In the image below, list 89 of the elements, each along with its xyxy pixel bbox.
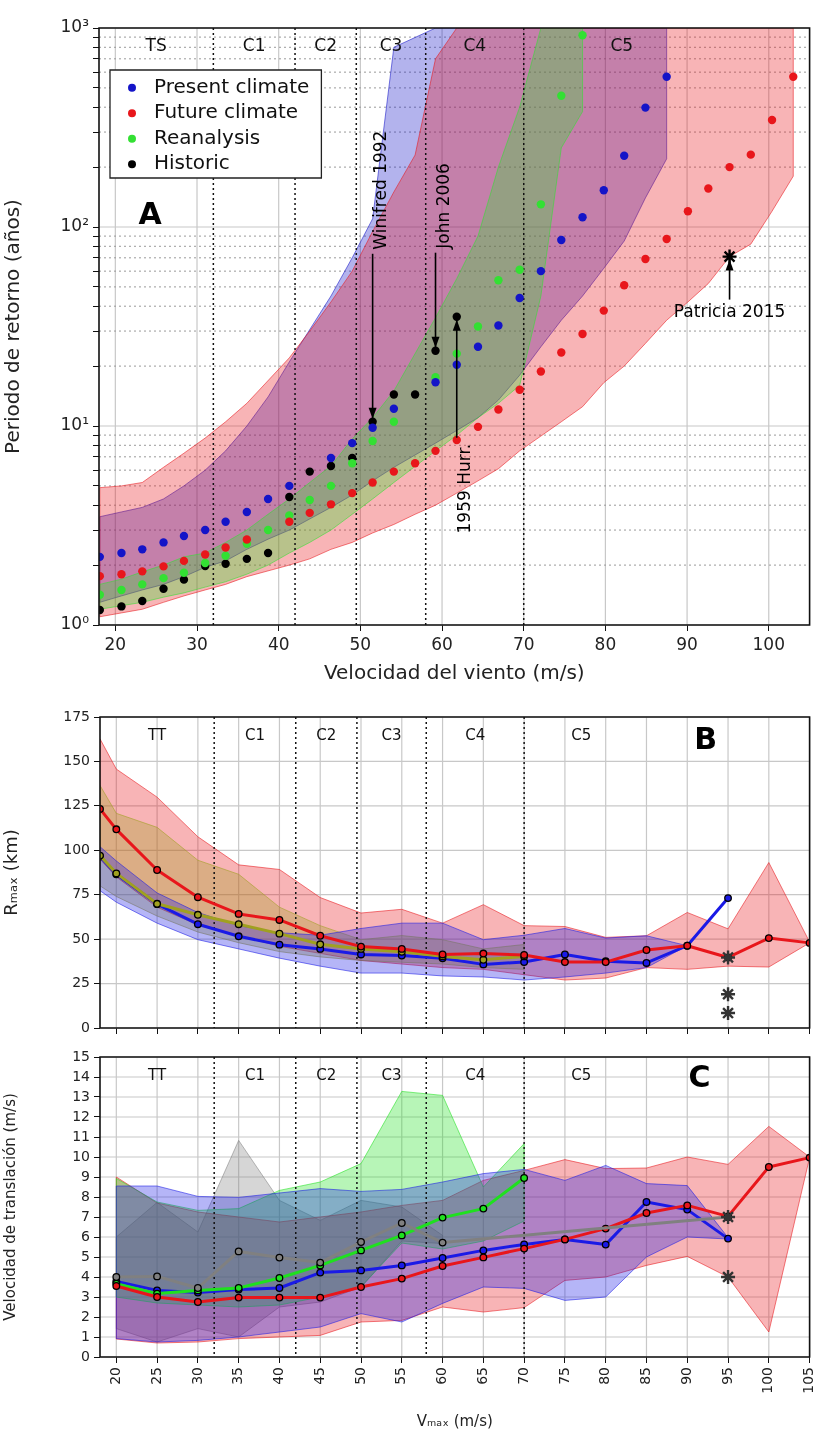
annotation: C2 (316, 725, 337, 744)
annotation: TS (144, 35, 167, 56)
annotation: C2 (316, 1065, 337, 1084)
annotation: C3 (379, 35, 403, 56)
y-tick-label: 50 (72, 929, 90, 946)
x-tick-label: 50 (351, 1367, 368, 1385)
y-tick-label: 175 (63, 707, 90, 724)
annotation: C1 (244, 725, 265, 744)
x-tick-label: 65 (473, 1367, 490, 1385)
annotation: TT (147, 725, 167, 744)
y-tick-label: 125 (63, 796, 90, 813)
legend-label: Future climate (154, 99, 299, 124)
x-tick-label: 20 (104, 633, 127, 654)
x-axis-title: Velocidad del viento (m/s) (323, 660, 585, 685)
x-tick-label: 90 (676, 633, 698, 654)
annotation: C3 (381, 725, 402, 744)
x-tick-label: 70 (512, 633, 535, 654)
y-tick-label: 10² (60, 215, 89, 236)
y-tick-label: 5 (81, 1247, 90, 1264)
annotation: C2 (314, 35, 337, 56)
x-tick-label: 60 (433, 1367, 450, 1385)
annotation: Winifred 1992 (370, 130, 391, 250)
annotation: C5 (571, 1065, 592, 1084)
x-tick-label: 40 (270, 1367, 287, 1385)
x-tick-label: 30 (188, 1367, 205, 1385)
x-tick-label: 70 (514, 1367, 531, 1385)
x-tick-label: 80 (596, 1367, 613, 1385)
x-tick-label: 85 (637, 1367, 654, 1385)
y-tick-label: 0 (81, 1018, 90, 1035)
y-tick-label: 10¹ (60, 414, 89, 435)
x-tick-label: 20 (106, 1367, 123, 1385)
annotation: TT (147, 1065, 167, 1084)
y-tick-label: 4 (81, 1267, 91, 1284)
x-tick-label: 25 (147, 1367, 164, 1385)
y-tick-label: 2 (81, 1307, 90, 1324)
y-tick-label: 13 (72, 1087, 90, 1104)
y-tick-label: 7 (81, 1207, 90, 1224)
y-tick-label: 75 (72, 885, 90, 902)
legend-label: Reanalysis (154, 124, 261, 149)
chart-title: C (688, 1058, 711, 1094)
annotation: C3 (381, 1065, 402, 1084)
y-axis-title: Rₘₐₓ (km) (0, 829, 22, 916)
annotation: C4 (465, 1065, 486, 1084)
x-tick-label: 105 (800, 1367, 817, 1394)
x-tick-label: 35 (229, 1367, 246, 1385)
x-tick-label: 50 (349, 633, 372, 654)
annotation: C1 (244, 1065, 265, 1084)
x-tick-label: 100 (752, 633, 785, 654)
y-tick-label: 11 (72, 1127, 90, 1144)
y-tick-label: 100 (63, 840, 90, 857)
y-tick-label: 150 (63, 752, 90, 769)
y-tick-label: 12 (72, 1107, 90, 1124)
x-tick-label: 90 (677, 1367, 694, 1385)
chart-title: B (694, 720, 718, 756)
legend-label: Historic (154, 150, 230, 175)
y-tick-label: 1 (81, 1327, 90, 1344)
y-tick-label: 10 (72, 1147, 90, 1164)
y-tick-label: 25 (72, 974, 90, 991)
y-axis-title: Periodo de retorno (años) (0, 199, 25, 454)
y-tick-label: 9 (81, 1167, 90, 1184)
x-tick-label: 55 (392, 1367, 409, 1385)
annotation: C5 (610, 35, 634, 56)
y-tick-label: 8 (81, 1187, 90, 1204)
x-tick-label: 40 (267, 633, 290, 654)
y-tick-label: 3 (81, 1287, 90, 1304)
annotation: C5 (571, 725, 592, 744)
x-tick-label: 60 (431, 633, 453, 654)
y-axis-title: Velocidad de translación (m/s) (0, 1093, 19, 1321)
y-tick-label: 10⁰ (60, 613, 90, 634)
x-tick-label: 80 (594, 633, 617, 654)
x-tick-label: 100 (759, 1367, 776, 1394)
annotation: John 2006 (432, 163, 453, 250)
text: A (138, 195, 163, 231)
x-tick-label: 75 (555, 1367, 572, 1385)
x-tick-label: 45 (310, 1367, 327, 1385)
y-tick-label: 6 (81, 1227, 91, 1244)
annotation: Patricia 2015 (673, 301, 786, 322)
annotation: C1 (242, 35, 266, 56)
x-axis-title: Vₘₐₓ (m/s) (416, 1411, 493, 1430)
annotation: 1959 Hurr. (454, 443, 475, 534)
x-tick-label: 95 (718, 1367, 735, 1385)
legend-label: Present climate (154, 73, 310, 98)
y-tick-label: 10³ (60, 16, 89, 37)
y-tick-label: 15 (72, 1047, 90, 1064)
x-tick-label: 30 (186, 633, 208, 654)
y-tick-label: 0 (81, 1347, 90, 1364)
annotation: C4 (463, 35, 487, 56)
annotation: C4 (465, 725, 486, 744)
y-tick-label: 14 (72, 1067, 91, 1084)
